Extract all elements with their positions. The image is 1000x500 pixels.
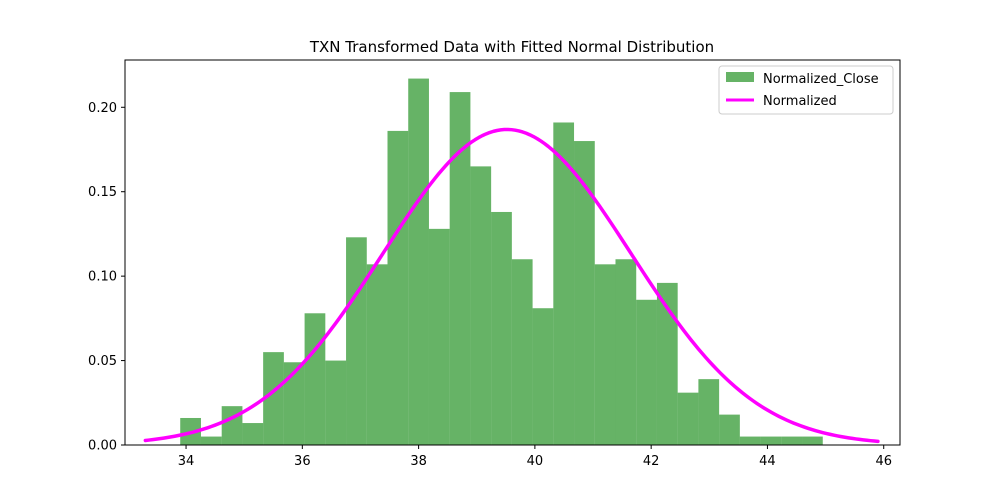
x-tick-label: 44 — [759, 454, 776, 469]
x-tick-label: 46 — [875, 454, 892, 469]
histogram-bar — [636, 299, 657, 445]
histogram-bar — [511, 259, 533, 445]
histogram-bar — [304, 313, 326, 445]
histogram-bar — [325, 360, 347, 445]
legend: Normalized_Close Normalized — [718, 65, 894, 115]
histogram-bar — [760, 436, 782, 445]
plot-frame — [124, 59, 901, 446]
legend-swatch-histogram — [726, 72, 754, 82]
y-tick-label: 0.05 — [88, 354, 117, 369]
histogram-bar — [574, 141, 595, 446]
x-tick-label: 42 — [643, 454, 660, 469]
chart-title: TXN Transformed Data with Fitted Normal … — [309, 38, 714, 56]
histogram-bar — [698, 379, 720, 445]
histogram-bar — [428, 228, 450, 445]
y-tick-label: 0.15 — [88, 185, 117, 200]
legend-label-histogram: Normalized_Close — [763, 72, 879, 87]
x-tick-label: 38 — [410, 454, 427, 469]
histogram-bar — [491, 211, 512, 445]
y-axis: 0.00 0.05 0.10 0.15 0.20 — [88, 101, 125, 454]
normal-fit-curve — [143, 127, 880, 444]
histogram-bar — [242, 423, 264, 445]
histogram-bar — [200, 436, 222, 445]
histogram-bar — [449, 92, 471, 445]
histogram-bar — [781, 436, 803, 445]
y-tick-label: 0.20 — [88, 101, 117, 116]
x-tick-label: 36 — [294, 454, 311, 469]
bars-layer — [180, 78, 823, 446]
histogram-bar — [739, 436, 761, 445]
histogram-bar — [594, 264, 616, 445]
histogram-bar — [615, 259, 637, 445]
histogram-bar — [408, 78, 429, 445]
histogram-bar — [470, 166, 492, 445]
histogram-bar — [283, 362, 305, 445]
x-tick-label: 40 — [527, 454, 544, 469]
x-tick-label: 34 — [178, 454, 195, 469]
legend-label-curve: Normalized — [763, 94, 837, 109]
legend-box — [718, 65, 894, 115]
histogram-bar — [719, 414, 740, 445]
curve-layer — [143, 127, 880, 444]
histogram-bar — [221, 406, 243, 445]
histogram-bar — [656, 282, 678, 445]
y-tick-label: 0.10 — [88, 270, 117, 285]
histogram-bar — [263, 352, 284, 445]
histogram-bar — [677, 392, 699, 445]
histogram-bar — [346, 237, 367, 445]
histogram-bar — [553, 122, 575, 445]
histogram-bar — [366, 264, 388, 445]
histogram-bar — [532, 308, 554, 445]
histogram-bar — [802, 436, 823, 445]
histogram-bar — [387, 130, 409, 446]
y-tick-label: 0.00 — [88, 439, 117, 454]
x-axis: 34 36 38 40 42 44 46 — [178, 445, 892, 469]
